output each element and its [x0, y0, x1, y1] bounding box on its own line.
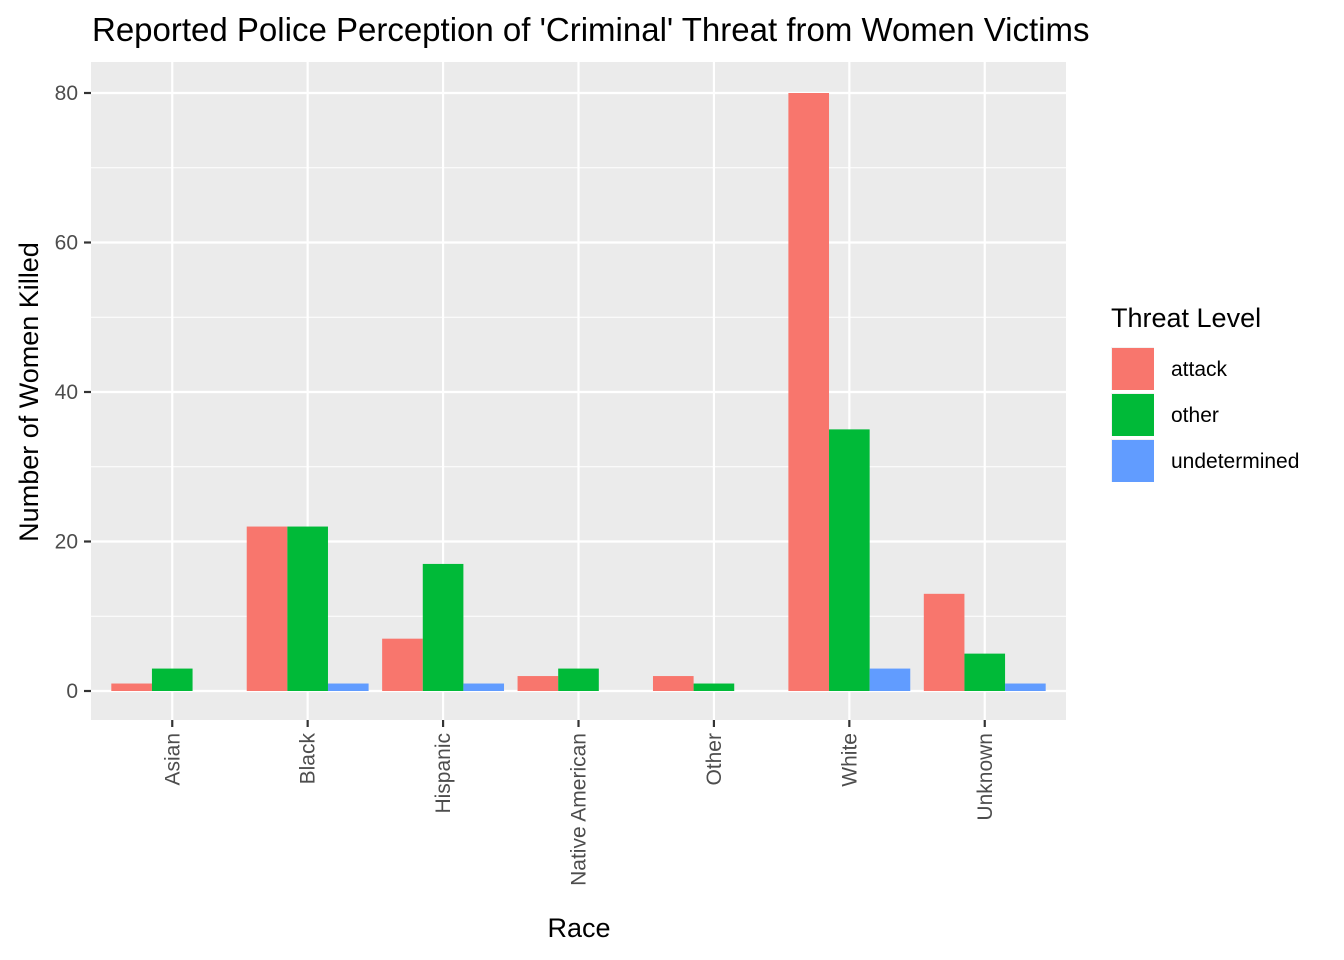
x-tick-label: Other [703, 733, 726, 786]
x-axis: Asian Black Hispanic Native American Other Wh… [161, 720, 997, 886]
legend-label-other: other [1171, 404, 1219, 427]
bar-attack [382, 638, 423, 691]
bar-other [287, 526, 328, 691]
bar-attack [517, 676, 559, 691]
bar-attack [246, 526, 288, 691]
legend-label-attack: attack [1171, 358, 1228, 381]
y-tick-label: 80 [55, 82, 78, 105]
legend-title: Threat Level [1111, 303, 1261, 333]
y-tick-label: 20 [55, 531, 78, 554]
bar-other [964, 653, 1006, 691]
bar-undetermined [327, 683, 369, 691]
y-tick-label: 0 [66, 680, 78, 703]
bar-other [558, 668, 599, 691]
legend-key-other [1112, 394, 1154, 436]
legend-label-undetermined: undetermined [1171, 450, 1299, 473]
bar-other [151, 668, 193, 691]
chart-title: Reported Police Perception of 'Criminal'… [92, 11, 1090, 48]
x-tick-label: Native American [568, 733, 591, 886]
bar-attack [652, 676, 694, 691]
bar-attack [788, 93, 830, 691]
y-tick-label: 40 [55, 381, 78, 404]
bar-undetermined [869, 668, 911, 691]
x-tick-label: Hispanic [432, 733, 455, 814]
x-tick-label: Black [297, 733, 320, 785]
bar-other [422, 563, 464, 691]
legend: Threat Level attack other undetermined [1111, 303, 1299, 482]
bars [111, 93, 1046, 691]
bar-other [829, 429, 870, 691]
x-tick-label: Asian [161, 733, 184, 786]
y-tick-label: 60 [55, 232, 78, 255]
bar-other [693, 683, 735, 691]
legend-key-undetermined [1112, 440, 1154, 482]
legend-key-attack [1112, 348, 1154, 390]
x-tick-label: White [838, 733, 861, 787]
y-axis-title: Number of Women Killed [14, 242, 44, 542]
x-axis-title: Race [547, 913, 610, 943]
bar-attack [111, 683, 152, 691]
bar-attack [923, 593, 965, 691]
x-tick-label: Unknown [974, 733, 997, 821]
bar-undetermined [463, 683, 505, 691]
bar-undetermined [1005, 683, 1046, 691]
y-axis: 0 20 40 60 80 [55, 82, 91, 703]
